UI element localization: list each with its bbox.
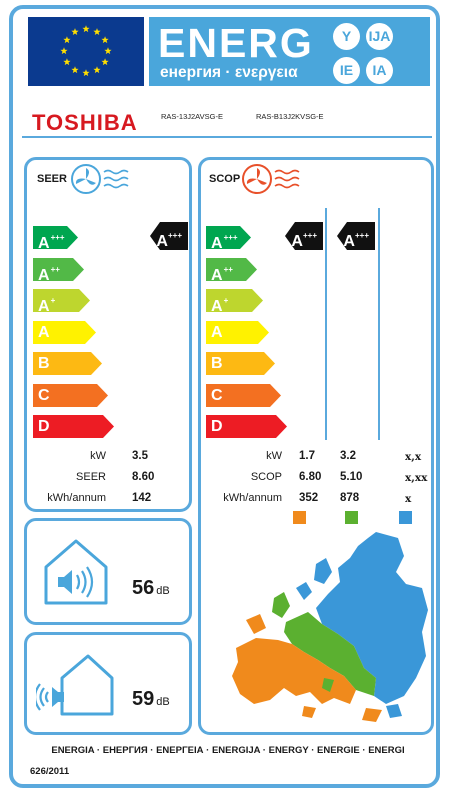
- outdoor-model: RAS-B13J2KVSG-E: [256, 112, 324, 121]
- eu-star-icon: [93, 66, 101, 74]
- heating-row-value: x,x: [405, 451, 422, 463]
- indoor-model: RAS-13J2AVSG-E: [161, 112, 223, 121]
- brand-logo: TOSHIBA: [32, 110, 138, 135]
- energy-subtitle: енергия · ενεργεια: [160, 64, 298, 81]
- cooling-class-label: A+++: [38, 233, 65, 252]
- zone-average-swatch: [345, 511, 358, 524]
- cooling-class-bar: A: [33, 320, 96, 344]
- cooling-class-bar: A+: [33, 289, 90, 315]
- cooling-class-label: B: [38, 355, 50, 372]
- eu-flag-icon: [28, 17, 144, 86]
- heating-class-indicator: A+++: [337, 222, 375, 250]
- regulation-number: 626/2011: [30, 766, 70, 777]
- heating-class-bar: A: [206, 320, 269, 344]
- cooling-class-label: A+: [38, 296, 56, 315]
- cooling-class-label: A: [38, 323, 50, 341]
- heating-row-value: x: [405, 493, 412, 505]
- heating-class-label: A+: [211, 296, 229, 315]
- cooling-class-label: C: [38, 386, 50, 404]
- heating-class-indicator: A+++: [285, 222, 323, 250]
- eu-star-icon: [63, 58, 71, 66]
- cooling-row-label: SEER: [76, 471, 106, 483]
- eu-star-icon: [82, 69, 90, 77]
- heating-class-label: A: [211, 323, 223, 341]
- cooling-row-label: kWh/annum: [47, 492, 106, 504]
- eu-star-icon: [101, 36, 109, 44]
- lang-bubble: Y: [333, 23, 360, 50]
- indoor-noise-panel: [24, 518, 192, 625]
- lang-bubble: IJA: [366, 23, 393, 50]
- heating-class-label: D: [211, 418, 223, 435]
- eu-star-icon: [63, 36, 71, 44]
- zone-warm-swatch: [293, 511, 306, 524]
- heating-class-label: A++: [211, 264, 233, 284]
- heating-row-value: 878: [340, 492, 360, 504]
- cooling-class-label: D: [38, 418, 50, 435]
- cooling-row-value: 8.60: [132, 471, 155, 483]
- heating-row-value: 6.80: [299, 471, 322, 483]
- eu-star-icon: [101, 58, 109, 66]
- header-divider: [22, 136, 432, 138]
- heating-row-value: 352: [299, 492, 319, 504]
- languages-footer: ENERGIA · ЕНЕРГИЯ · ΕΝΕΡΓΕΙΑ · ENERGIJA …: [51, 745, 405, 756]
- outdoor-noise-value: 59 dB: [132, 688, 170, 710]
- lang-bubble: IA: [366, 57, 393, 84]
- seer-title: SEER: [37, 173, 67, 185]
- heating-row-label: SCOP: [250, 471, 282, 483]
- heating-row-value: x,xx: [405, 472, 428, 484]
- cooling-class-bar: A++: [33, 257, 84, 284]
- heating-row-value: 1.7: [299, 450, 315, 462]
- cooling-row-value: 3.5: [132, 450, 148, 462]
- cooling-class-bar: D: [33, 415, 114, 438]
- cooling-fan-icon: [70, 163, 134, 200]
- heating-class-bar: C: [206, 383, 281, 407]
- heating-row-value: 3.2: [340, 450, 356, 462]
- cooling-class-bar: A+++: [33, 226, 78, 252]
- zone-cold-swatch: [399, 511, 412, 524]
- cooling-class-indicator: A+++: [150, 222, 188, 250]
- energy-title: ENERG: [158, 20, 314, 66]
- eu-star-icon: [104, 47, 112, 55]
- column-divider: [325, 208, 327, 440]
- heating-class-label: B: [211, 355, 223, 372]
- heating-row-label: kWh/annum: [223, 492, 282, 504]
- column-divider: [378, 208, 380, 440]
- cooling-indicator-label: A+++: [156, 231, 182, 250]
- outdoor-speaker-icon: [33, 654, 114, 721]
- heating-fan-icon: [241, 163, 305, 200]
- heating-row-label: kW: [266, 450, 282, 462]
- eu-star-icon: [71, 66, 79, 74]
- heating-class-bar: A+: [206, 289, 263, 315]
- heating-class-bar: A++: [206, 257, 257, 284]
- heating-row-value: 5.10: [340, 471, 363, 483]
- indoor-noise-value: 56 dB: [132, 577, 170, 599]
- eu-star-icon: [82, 25, 90, 33]
- eu-star-icon: [93, 28, 101, 36]
- cooling-row-label: kW: [90, 450, 106, 462]
- heating-class-bar: D: [206, 415, 287, 438]
- eu-star-icon: [71, 28, 79, 36]
- cooling-class-bar: C: [33, 383, 108, 407]
- heating-class-bar: B: [206, 352, 275, 375]
- heating-class-label: C: [211, 386, 223, 404]
- lang-bubble: IE: [333, 57, 360, 84]
- indoor-speaker-icon: [42, 537, 110, 612]
- cooling-class-label: A++: [38, 264, 60, 284]
- cooling-class-bar: B: [33, 352, 102, 375]
- eu-star-icon: [60, 47, 68, 55]
- label-frame: [9, 5, 440, 788]
- scop-title: SCOP: [209, 173, 241, 185]
- heating-class-label: A+++: [211, 233, 238, 252]
- heating-class-bar: A+++: [206, 226, 251, 252]
- europe-climate-map: [226, 528, 432, 733]
- cooling-row-value: 142: [132, 492, 152, 504]
- outdoor-noise-panel: [24, 632, 192, 735]
